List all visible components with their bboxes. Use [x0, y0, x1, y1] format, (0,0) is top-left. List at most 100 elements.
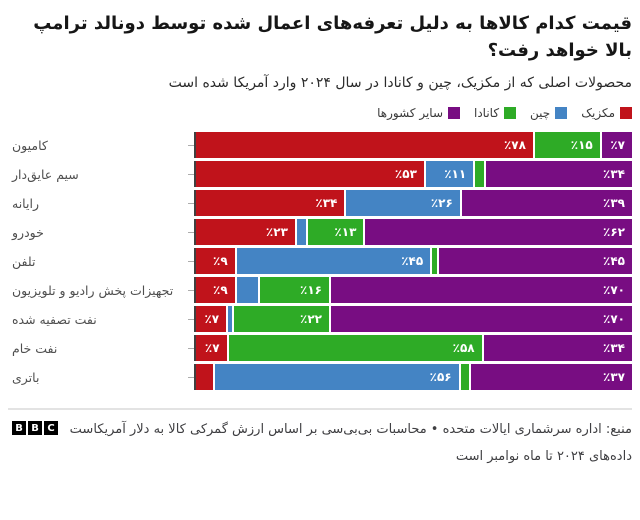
bar-row: خودرو ٪۲۳ ٪۱۳ ٪۶۲: [8, 219, 632, 245]
value-label: ٪۳۴: [603, 341, 625, 355]
value-label: ٪۳۹: [603, 196, 625, 210]
value-label: ٪۷: [610, 138, 625, 152]
legend-item: مکزیک: [581, 106, 632, 120]
category-label: نفت تصفیه شده: [12, 311, 97, 327]
bar-segment: ٪۱۱: [425, 161, 474, 187]
value-label: ٪۳۷: [603, 370, 625, 384]
value-label: ٪۹: [213, 254, 228, 268]
bar-segment: [475, 161, 484, 187]
axis-tick: [188, 260, 194, 262]
bar-row: سیم عایق‌دار ٪۵۳ ٪۱۱ ٪۳۴: [8, 161, 632, 187]
axis-tick: [188, 347, 194, 349]
category-label: سیم عایق‌دار: [12, 166, 79, 182]
chart-subtitle: محصولات اصلی که از مکزیک، چین و کانادا د…: [168, 75, 632, 91]
value-label: ٪۲۳: [265, 225, 288, 239]
value-label: ٪۲۶: [430, 196, 453, 210]
legend-label: کانادا: [474, 106, 500, 120]
category-label: تجهیزات پخش رادیو و تلویزیون: [12, 282, 174, 298]
bar-segment: ٪۲۲: [234, 306, 329, 332]
bar-segment: ٪۲۳: [196, 219, 295, 245]
bar-segment: ٪۷: [196, 306, 227, 332]
axis-tick: [188, 173, 194, 175]
value-label: ٪۲۲: [300, 312, 322, 326]
stacked-bar: ٪۷ ٪۲۲ ٪۷۰: [194, 306, 632, 332]
value-label: ٪۹: [213, 283, 228, 297]
value-label: ٪۷۰: [603, 312, 625, 326]
value-label: ٪۷: [204, 341, 220, 355]
bbc-logo-letter: B: [12, 421, 26, 435]
bar-row: باتری ٪۵۶ ٪۳۷: [8, 364, 632, 390]
bar-segment: ٪۲۶: [346, 190, 460, 216]
axis-tick: [188, 231, 194, 233]
category-label: خودرو: [12, 224, 44, 240]
value-label: ٪۶۲: [603, 225, 625, 239]
value-label: ٪۱۵: [570, 138, 593, 152]
bar-segment: [228, 306, 233, 332]
value-label: ٪۷: [204, 312, 220, 326]
bar-segment: ٪۷: [196, 335, 227, 361]
category-label: کامیون: [12, 137, 48, 153]
legend-swatch-icon: [555, 107, 568, 119]
category-label: رایانه: [12, 195, 39, 211]
bar-segment: [296, 219, 306, 245]
footer-text: منبع: اداره سرشماری ایالات متحده • محاسب…: [58, 419, 632, 468]
value-label: ٪۵۸: [452, 341, 475, 355]
axis-tick: [188, 202, 194, 204]
bar-segment: ٪۳۴: [196, 190, 345, 216]
value-label: ٪۱۱: [444, 167, 467, 181]
source-text: منبع: اداره سرشماری ایالات متحده • محاسب…: [69, 422, 632, 437]
bar-row: نفت تصفیه شده ٪۷ ٪۲۲ ٪۷۰: [8, 306, 632, 332]
bar-segment: ٪۵۳: [196, 161, 424, 187]
chart-title: قیمت کدام کالاها به دلیل تعرفه‌های اعمال…: [33, 13, 632, 61]
bar-row: رایانه ٪۳۴ ٪۲۶ ٪۳۹: [8, 190, 632, 216]
bar-segment: ٪۴۵: [438, 248, 632, 274]
axis-tick: [188, 289, 194, 291]
stacked-bar: ٪۷۸ ٪۱۵ ٪۷: [194, 132, 632, 158]
stacked-bar: ٪۹ ٪۱۶ ٪۷۰: [194, 277, 632, 303]
bar-segment: ٪۵۸: [228, 335, 482, 361]
category-label: تلفن: [12, 253, 36, 269]
bar-segment: ٪۳۷: [471, 364, 632, 390]
value-label: ٪۳۴: [603, 167, 625, 181]
bar-segment: [196, 364, 214, 390]
value-label: ٪۱۶: [300, 283, 322, 297]
legend-label: مکزیک: [581, 106, 615, 120]
bar-segment: ٪۷۰: [331, 277, 632, 303]
bar-segment: ٪۶۲: [365, 219, 632, 245]
value-label: ٪۵۶: [429, 370, 452, 384]
bbc-logo-letter: B: [28, 421, 42, 435]
value-label: ٪۵۳: [394, 167, 417, 181]
stacked-bar: ٪۵۳ ٪۱۱ ٪۳۴: [194, 161, 632, 187]
stacked-bar: ٪۳۴ ٪۲۶ ٪۳۹: [194, 190, 632, 216]
bar-segment: ٪۳۴: [483, 335, 632, 361]
bar-segment: ٪۱۳: [307, 219, 364, 245]
stacked-bar: ٪۷ ٪۵۸ ٪۳۴: [194, 335, 632, 361]
value-label: ٪۴۵: [603, 254, 625, 268]
legend-label: سایر کشورها: [377, 106, 443, 120]
legend-item: چین: [530, 106, 568, 120]
bar-segment: ٪۹: [196, 248, 235, 274]
category-label: نفت خام: [12, 340, 58, 356]
value-label: ٪۳۴: [315, 196, 338, 210]
data-note-text: داده‌های ۲۰۲۴ تا ماه نوامبر است: [455, 449, 632, 465]
bar-segment: ٪۷: [601, 132, 632, 158]
bar-row: تلفن ٪۹ ٪۴۵ ٪۴۵: [8, 248, 632, 274]
stacked-bar-chart: کامیون ٪۷۸ ٪۱۵ ٪۷ سیم عایق‌دار ٪۵۳ ٪۱۱ ٪۳۴ رایان…: [8, 132, 632, 390]
bar-segment: [432, 248, 437, 274]
bar-row: کامیون ٪۷۸ ٪۱۵ ٪۷: [8, 132, 632, 158]
bar-segment: [460, 364, 470, 390]
legend-item: سایر کشورها: [377, 106, 460, 120]
value-label: ٪۴۵: [401, 254, 424, 268]
axis-tick: [188, 318, 194, 320]
legend-label: چین: [530, 106, 551, 120]
legend: مکزیک چین کانادا سایر کشورها: [8, 106, 632, 120]
bar-segment: ٪۷۸: [196, 132, 533, 158]
bar-segment: ٪۱۶: [260, 277, 329, 303]
bar-segment: ٪۳۴: [485, 161, 632, 187]
legend-item: کانادا: [474, 106, 517, 120]
footer: منبع: اداره سرشماری ایالات متحده • محاسب…: [8, 410, 632, 468]
bar-segment: ٪۳۹: [461, 190, 632, 216]
bbc-logo-letter: C: [44, 421, 58, 435]
